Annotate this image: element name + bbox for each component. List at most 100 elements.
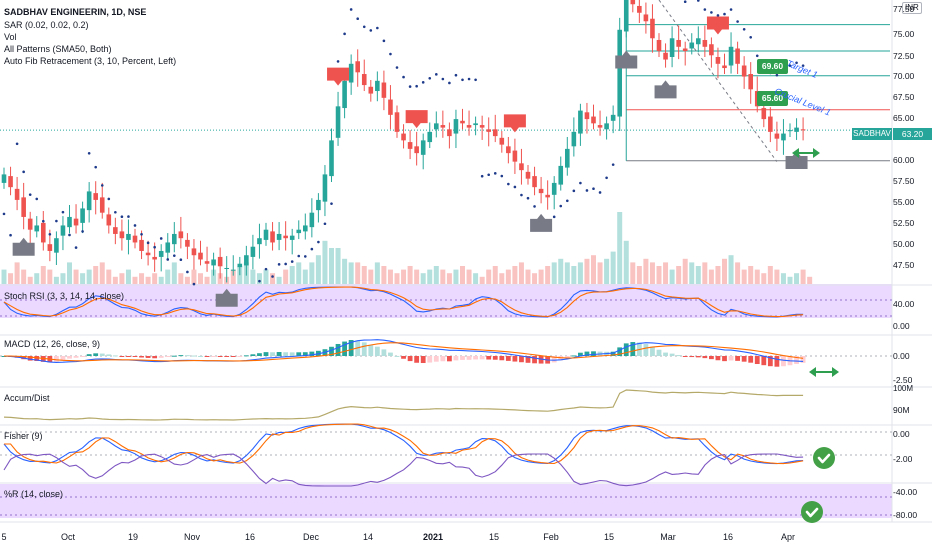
candle-body bbox=[165, 242, 171, 253]
macd-tick: -2.50 bbox=[893, 375, 913, 385]
accum-dist-title[interactable]: Accum/Dist bbox=[4, 393, 50, 403]
sar-dot bbox=[428, 76, 432, 80]
volume-bar bbox=[211, 269, 217, 284]
macd-histogram-bar bbox=[60, 356, 66, 361]
williams-r-title[interactable]: %R (14, close) bbox=[4, 489, 64, 499]
candle-body bbox=[394, 112, 400, 132]
macd-histogram-bar bbox=[73, 356, 79, 358]
volume-bar bbox=[761, 273, 767, 284]
candle-body bbox=[591, 116, 596, 124]
volume-bar bbox=[787, 276, 793, 284]
macd-histogram-bar bbox=[676, 355, 682, 357]
sar-dot bbox=[441, 77, 445, 81]
macd-histogram-bar bbox=[505, 356, 511, 361]
macd-histogram-bar bbox=[230, 356, 236, 357]
macd-histogram-bar bbox=[447, 356, 452, 362]
volume-bar bbox=[158, 276, 164, 284]
volume-bar bbox=[309, 262, 315, 284]
sar-dot bbox=[68, 233, 71, 237]
stoch-band bbox=[0, 284, 892, 318]
candle-body bbox=[427, 131, 433, 143]
volume-bar bbox=[47, 269, 53, 284]
macd-histogram-bar bbox=[453, 356, 459, 361]
candle-body bbox=[447, 129, 452, 137]
candle-body bbox=[211, 259, 216, 266]
x-tick: 19 bbox=[127, 532, 139, 542]
macd-histogram-bar bbox=[237, 356, 243, 357]
macd-histogram-bar bbox=[761, 356, 767, 366]
candle-body bbox=[682, 48, 688, 52]
sar-dot bbox=[716, 14, 720, 17]
volume-bar bbox=[774, 269, 780, 284]
indicator-vol[interactable]: Vol bbox=[4, 32, 17, 42]
candle-body bbox=[263, 229, 269, 240]
volume-bar bbox=[315, 255, 321, 284]
check-badge-icon bbox=[813, 447, 835, 469]
currency-badge[interactable]: INR bbox=[902, 2, 922, 14]
candle-body bbox=[420, 140, 426, 155]
candle-body bbox=[1, 174, 7, 183]
volume-bar bbox=[296, 262, 302, 284]
fisher-title[interactable]: Fisher (9) bbox=[4, 431, 43, 441]
indicator-patterns[interactable]: All Patterns (SMA50, Both) bbox=[4, 44, 112, 54]
indicator-sar[interactable]: SAR (0.02, 0.02, 0.2) bbox=[4, 20, 89, 30]
symbol-title[interactable]: SADBHAV ENGINEERIN, 1D, NSE bbox=[4, 7, 147, 17]
macd-histogram-bar bbox=[250, 354, 256, 356]
volume-bar bbox=[289, 266, 295, 284]
candle-body bbox=[434, 123, 439, 130]
candle-body bbox=[709, 44, 714, 56]
macd-histogram-bar bbox=[689, 356, 695, 358]
volume-bar bbox=[741, 269, 747, 284]
candle-body bbox=[348, 63, 354, 83]
volume-bar bbox=[630, 262, 636, 284]
volume-bar bbox=[407, 266, 413, 284]
candle-body bbox=[34, 225, 40, 232]
sar-dot bbox=[42, 219, 45, 223]
macd-histogram-bar bbox=[171, 355, 177, 357]
macd-histogram-bar bbox=[211, 356, 216, 357]
volume-bar bbox=[499, 273, 505, 284]
volume-bar bbox=[394, 273, 400, 284]
x-tick: Dec bbox=[302, 532, 320, 542]
candle-body bbox=[217, 256, 223, 267]
macd-histogram-bar bbox=[715, 356, 721, 361]
sar-dot bbox=[284, 262, 287, 266]
volume-bar bbox=[525, 269, 531, 284]
macd-histogram-bar bbox=[538, 356, 544, 364]
bearish-pattern-marker bbox=[327, 67, 350, 86]
sar-dot bbox=[2, 212, 6, 216]
volume-bar bbox=[132, 276, 138, 284]
candle-body bbox=[460, 120, 465, 124]
stoch-rsi-title[interactable]: Stoch RSI (3, 3, 14, 14, close) bbox=[4, 291, 125, 301]
volume-bar bbox=[14, 262, 20, 284]
macd-histogram-bar bbox=[754, 356, 760, 365]
macd-title[interactable]: MACD (12, 26, close, 9) bbox=[4, 339, 101, 349]
macd-histogram-bar bbox=[198, 355, 203, 357]
macd-histogram-bar bbox=[591, 351, 596, 356]
sar-dot bbox=[94, 165, 97, 169]
sar-dot bbox=[742, 27, 746, 31]
sar-dot bbox=[710, 11, 713, 14]
price-tick: 57.50 bbox=[893, 176, 915, 186]
indicator-fib[interactable]: Auto Fib Retracement (3, 10, Percent, Le… bbox=[4, 56, 177, 66]
candle-body bbox=[309, 212, 315, 228]
macd-histogram-bar bbox=[748, 356, 754, 363]
stoch-tick: 40.00 bbox=[893, 299, 915, 309]
macd-histogram-bar bbox=[610, 351, 616, 356]
candle-body bbox=[329, 140, 334, 177]
candle-body bbox=[139, 239, 144, 251]
volume-bar bbox=[538, 269, 544, 284]
macd-histogram-bar bbox=[152, 356, 158, 359]
candle-body bbox=[303, 225, 308, 232]
volume-bar bbox=[708, 269, 714, 284]
volume-bar bbox=[551, 262, 557, 284]
x-tick: Apr bbox=[780, 532, 796, 542]
macd-signal-line bbox=[3, 342, 804, 362]
sar-dot bbox=[55, 219, 58, 223]
volume-bar bbox=[505, 269, 511, 284]
volume-bar bbox=[636, 266, 642, 284]
macd-histogram-bar bbox=[381, 349, 387, 356]
sar-dot bbox=[349, 8, 353, 11]
macd-histogram-bar bbox=[158, 356, 164, 358]
